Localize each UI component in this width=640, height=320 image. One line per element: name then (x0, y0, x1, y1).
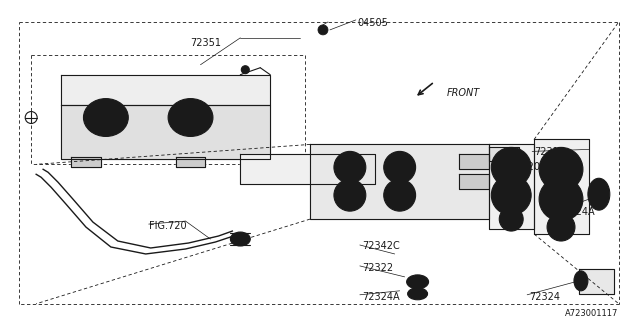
Text: 72311: 72311 (534, 148, 565, 157)
Circle shape (384, 151, 415, 183)
Text: 72324A: 72324A (362, 292, 399, 302)
Polygon shape (534, 140, 589, 234)
Polygon shape (579, 269, 614, 294)
Circle shape (539, 148, 583, 191)
Polygon shape (71, 157, 101, 167)
Ellipse shape (168, 99, 213, 136)
Ellipse shape (230, 232, 250, 246)
Circle shape (334, 151, 366, 183)
Ellipse shape (406, 275, 429, 289)
Text: A723001117: A723001117 (565, 309, 619, 318)
Text: 72351: 72351 (191, 38, 221, 48)
Circle shape (539, 177, 583, 221)
Circle shape (241, 66, 250, 74)
Polygon shape (460, 174, 490, 189)
Text: 72322: 72322 (362, 263, 393, 273)
Ellipse shape (574, 271, 588, 291)
Polygon shape (490, 148, 519, 161)
Text: FIG.720: FIG.720 (148, 221, 186, 231)
Ellipse shape (588, 178, 610, 210)
Circle shape (492, 175, 531, 215)
Text: 72324: 72324 (529, 292, 560, 302)
Text: 72324A: 72324A (557, 207, 595, 217)
Text: 72320: 72320 (509, 162, 540, 172)
Text: 72342C: 72342C (362, 241, 399, 251)
Circle shape (318, 25, 328, 35)
Polygon shape (490, 144, 534, 229)
Circle shape (499, 207, 523, 231)
Polygon shape (460, 154, 490, 169)
Polygon shape (241, 154, 375, 184)
Polygon shape (61, 105, 270, 159)
Ellipse shape (83, 99, 128, 136)
Circle shape (547, 213, 575, 241)
Ellipse shape (408, 288, 428, 300)
Text: 04505: 04505 (358, 18, 388, 28)
Polygon shape (310, 144, 490, 219)
Circle shape (384, 179, 415, 211)
Text: FRONT: FRONT (447, 88, 480, 98)
Circle shape (334, 179, 366, 211)
Polygon shape (175, 157, 205, 167)
Circle shape (492, 148, 531, 187)
Polygon shape (61, 75, 270, 105)
